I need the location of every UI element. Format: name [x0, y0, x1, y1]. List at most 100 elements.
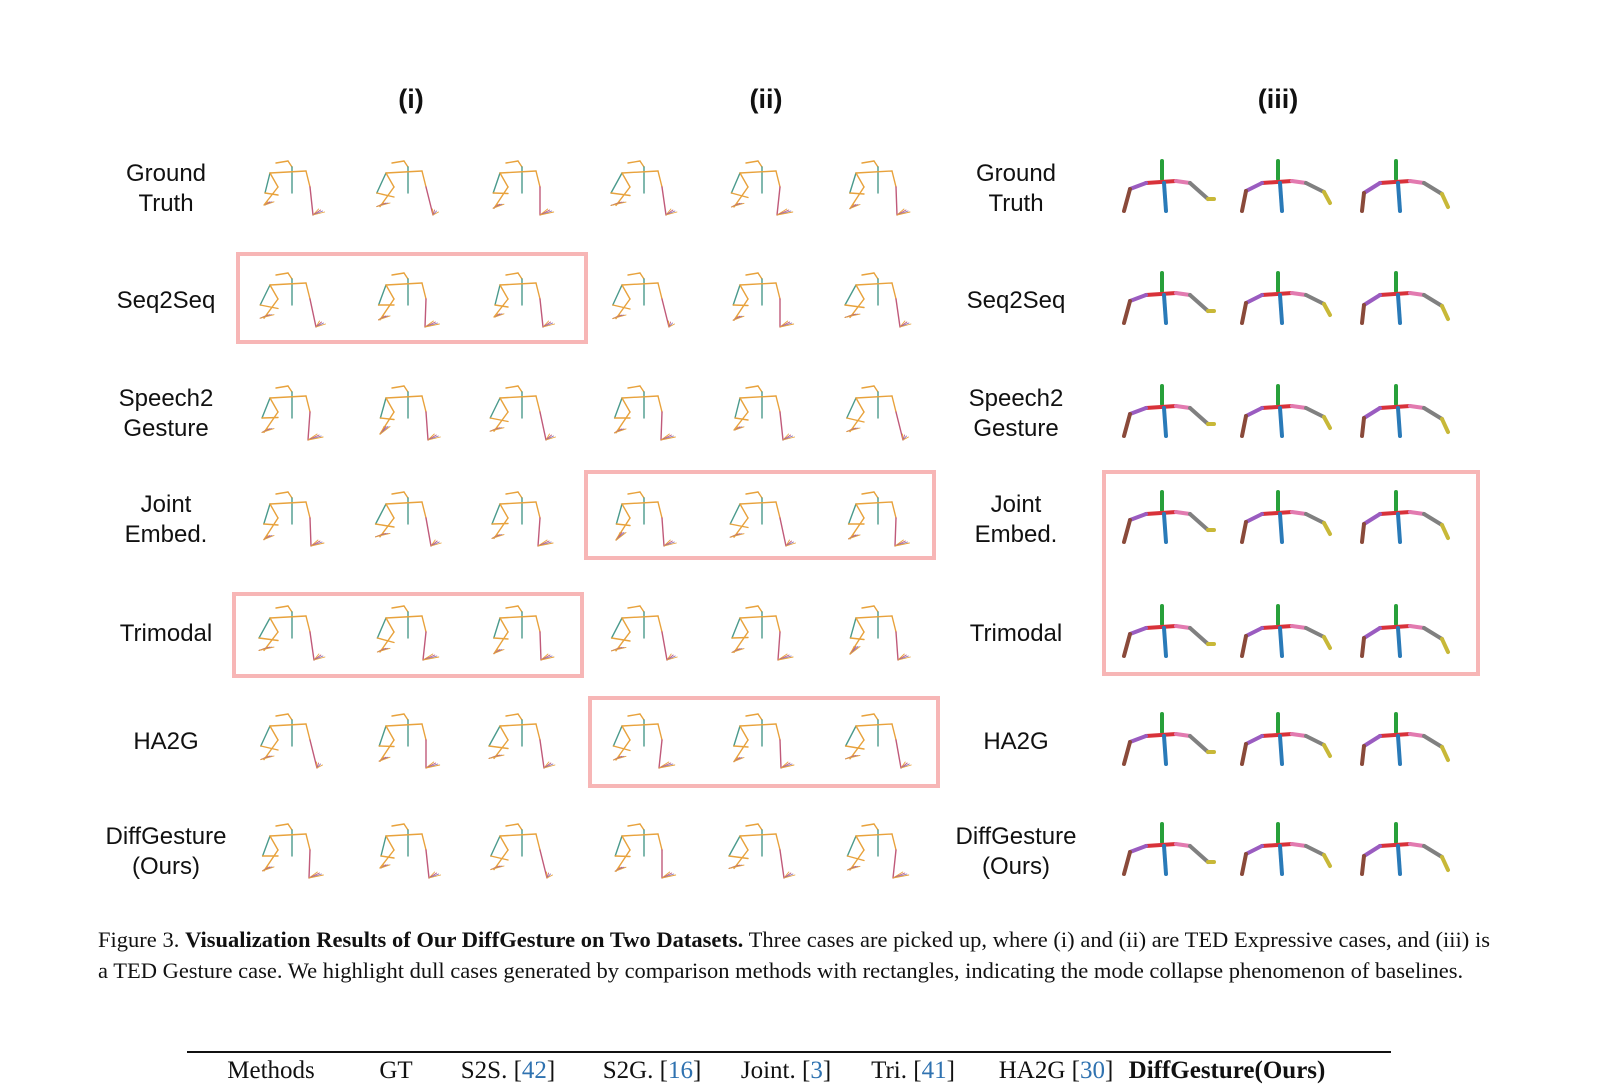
ted-expressive-skeleton	[248, 382, 328, 446]
ted-expressive-skeleton	[248, 157, 328, 221]
ted-expressive-skeleton	[834, 820, 914, 884]
ted-gesture-skeleton	[1232, 598, 1336, 666]
row-label-left: DiffGesture (Ours)	[105, 823, 227, 880]
table-header-s2s: S2S. [42]	[460, 1057, 556, 1084]
row-label-right: Seq2Seq	[966, 287, 1066, 314]
mode-collapse-highlight-box	[1102, 470, 1480, 676]
ted-gesture-skeleton	[1232, 816, 1336, 884]
table-header-joint: Joint. [3]	[740, 1057, 832, 1084]
ted-expressive-skeleton	[718, 382, 798, 446]
table-header-row: Methods GT S2S. [42] S2G. [16] Joint. [3…	[187, 1057, 1391, 1091]
ted-gesture-skeleton	[1350, 153, 1454, 221]
ted-gesture-skeleton	[1350, 484, 1454, 552]
caption-body: Three cases are picked up, where (i) and…	[98, 927, 1490, 983]
row-label-left: HA2G	[133, 728, 199, 755]
row-label-left: Speech2 Gesture	[118, 385, 214, 442]
table-header-gt: GT	[379, 1057, 413, 1084]
ted-expressive-skeleton	[364, 157, 444, 221]
ted-gesture-skeleton	[1116, 816, 1220, 884]
ted-gesture-skeleton	[1116, 265, 1220, 333]
ted-gesture-skeleton	[1116, 598, 1220, 666]
row-label-right: Ground Truth	[975, 160, 1057, 217]
table-top-rule	[187, 1051, 1391, 1053]
ted-expressive-skeleton	[364, 820, 444, 884]
mode-collapse-highlight-box	[232, 592, 584, 678]
ted-expressive-skeleton	[478, 269, 558, 333]
ted-expressive-skeleton	[834, 488, 914, 552]
mode-collapse-highlight-box	[236, 252, 588, 344]
mode-collapse-highlight-box	[588, 696, 940, 788]
row-label-right: HA2G	[983, 728, 1049, 755]
ted-gesture-skeleton	[1116, 706, 1220, 774]
ted-expressive-skeleton	[478, 820, 558, 884]
ted-expressive-skeleton	[248, 820, 328, 884]
ted-expressive-skeleton	[718, 157, 798, 221]
column-header-ii: (ii)	[749, 84, 783, 114]
ted-gesture-skeleton	[1116, 378, 1220, 446]
ted-expressive-skeleton	[718, 488, 798, 552]
ted-expressive-skeleton	[600, 488, 680, 552]
column-header-i: (i)	[398, 84, 424, 114]
table-header-diffgesture: DiffGesture(Ours)	[1128, 1057, 1326, 1084]
ted-expressive-skeleton	[364, 382, 444, 446]
ted-expressive-skeleton	[478, 157, 558, 221]
ted-expressive-skeleton	[364, 269, 444, 333]
table-header-s2g: S2G. [16]	[602, 1057, 702, 1084]
ted-gesture-skeleton	[1350, 378, 1454, 446]
ted-expressive-skeleton	[600, 710, 680, 774]
ted-expressive-skeleton	[248, 269, 328, 333]
ted-expressive-skeleton	[718, 820, 798, 884]
ted-expressive-skeleton	[600, 157, 680, 221]
ted-expressive-skeleton	[834, 157, 914, 221]
ted-gesture-skeleton	[1350, 816, 1454, 884]
ted-expressive-skeleton	[364, 488, 444, 552]
row-label-left: Seq2Seq	[116, 287, 216, 314]
ted-gesture-skeleton	[1232, 484, 1336, 552]
ted-gesture-skeleton	[1116, 153, 1220, 221]
row-label-left: Joint Embed.	[124, 491, 208, 548]
ted-expressive-skeleton	[248, 710, 328, 774]
ted-expressive-skeleton	[600, 269, 680, 333]
row-label-right: Trimodal	[969, 620, 1063, 647]
ted-gesture-skeleton	[1232, 265, 1336, 333]
table-header-ha2g: HA2G [30]	[998, 1057, 1114, 1084]
ted-gesture-skeleton	[1116, 484, 1220, 552]
figure: (i) (ii) (iii) Ground Truth Ground Truth S…	[105, 84, 1480, 884]
ted-expressive-skeleton	[600, 820, 680, 884]
ted-expressive-skeleton	[248, 488, 328, 552]
ted-gesture-skeleton	[1350, 706, 1454, 774]
ted-expressive-skeleton	[718, 269, 798, 333]
ted-expressive-skeleton	[834, 602, 914, 666]
column-header-iii: (iii)	[1257, 84, 1299, 114]
table-header-tri: Tri. [41]	[871, 1057, 955, 1084]
ted-expressive-skeleton	[834, 269, 914, 333]
ted-expressive-skeleton	[718, 710, 798, 774]
ted-expressive-skeleton	[834, 382, 914, 446]
ted-gesture-skeleton	[1232, 706, 1336, 774]
row-label-right: Joint Embed.	[974, 491, 1058, 548]
ted-expressive-skeleton	[478, 602, 558, 666]
ted-expressive-skeleton	[478, 488, 558, 552]
ted-expressive-skeleton	[364, 710, 444, 774]
ted-gesture-skeleton	[1350, 265, 1454, 333]
ted-expressive-skeleton	[478, 382, 558, 446]
ted-expressive-skeleton	[478, 710, 558, 774]
ted-expressive-skeleton	[834, 710, 914, 774]
ted-expressive-skeleton	[364, 602, 444, 666]
row-label-left: Trimodal	[119, 620, 213, 647]
ted-expressive-skeleton	[718, 602, 798, 666]
ted-gesture-skeleton	[1350, 598, 1454, 666]
caption-prefix: Figure 3.	[98, 927, 186, 952]
mode-collapse-highlight-box	[584, 470, 936, 560]
ted-expressive-skeleton	[600, 382, 680, 446]
ted-expressive-skeleton	[248, 602, 328, 666]
table-header-methods: Methods	[227, 1057, 315, 1084]
row-label-right: DiffGesture (Ours)	[955, 823, 1077, 880]
ted-expressive-skeleton	[600, 602, 680, 666]
ted-gesture-skeleton	[1232, 153, 1336, 221]
caption-title: Visualization Results of Our DiffGesture…	[185, 927, 744, 952]
figure-caption: Figure 3. Visualization Results of Our D…	[98, 924, 1490, 986]
row-label-right: Speech2 Gesture	[968, 385, 1064, 442]
ted-gesture-skeleton	[1232, 378, 1336, 446]
row-label-left: Ground Truth	[125, 160, 207, 217]
